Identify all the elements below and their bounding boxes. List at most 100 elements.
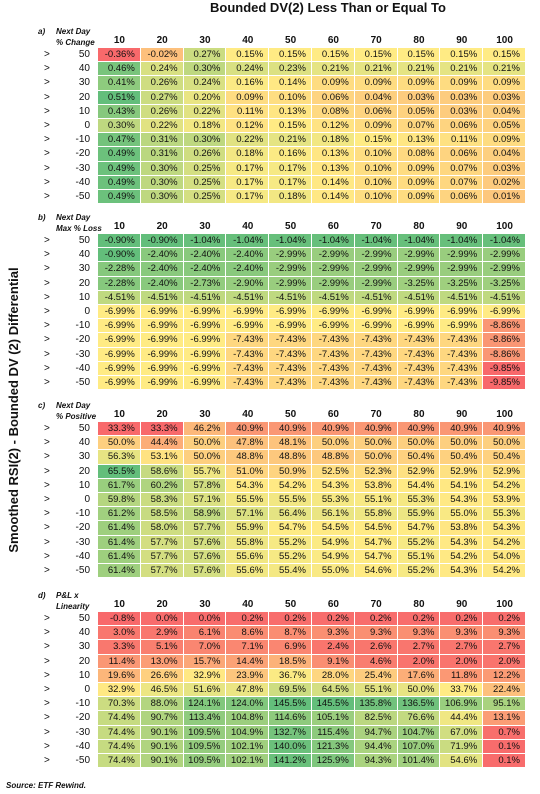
- table-cell: -7.43%: [354, 376, 398, 391]
- table-cell: 0.14%: [312, 190, 355, 205]
- column-header: 20: [156, 221, 168, 232]
- table-cell: -3.25%: [397, 276, 441, 291]
- table-cell: 0.09%: [397, 190, 441, 205]
- table-cell: -7.43%: [440, 376, 484, 391]
- column-header: 80: [413, 599, 425, 610]
- table-cell: 57.7%: [140, 549, 184, 564]
- table-cell: 94.7%: [354, 725, 398, 740]
- table-cell: 0.21%: [354, 62, 398, 77]
- table-cell: 65.5%: [98, 464, 141, 479]
- table-cell: 15.7%: [183, 654, 227, 669]
- table-cell: 0.46%: [98, 62, 141, 77]
- table-cell: 40.9%: [397, 422, 441, 437]
- table-title: Next Day: [56, 401, 91, 410]
- table-cell: 58.6%: [140, 464, 184, 479]
- table-cell: 2.9%: [140, 626, 184, 641]
- row-prefix: >: [44, 334, 50, 346]
- table-cell: -4.51%: [483, 290, 526, 305]
- table-cell: 0.03%: [440, 90, 484, 105]
- row-label: -40: [75, 740, 90, 752]
- table-cell: 0.06%: [440, 190, 484, 205]
- table-cell: 54.2%: [483, 535, 526, 550]
- table-cell: 0.03%: [483, 90, 526, 105]
- table-cell: -9.85%: [483, 361, 526, 376]
- row-label: 40: [78, 627, 90, 639]
- row-prefix: >: [44, 306, 50, 317]
- table-cell: 57.8%: [183, 478, 227, 493]
- table-cell: 8.7%: [269, 626, 312, 641]
- table-cell: 50.9%: [269, 464, 312, 479]
- table-cell: 0.03%: [440, 104, 484, 119]
- row-prefix: >: [44, 277, 50, 289]
- table-subtitle: % Positive: [56, 412, 97, 421]
- row-prefix: >: [44, 522, 50, 534]
- table-cell: 55.0%: [440, 507, 484, 522]
- table-cell: 0.1%: [483, 754, 526, 769]
- row-label: -30: [75, 726, 90, 738]
- table-cell: -7.43%: [397, 376, 441, 391]
- table-cell: 17.6%: [397, 668, 441, 683]
- table-cell: 0.15%: [397, 48, 441, 63]
- table-cell: 51.6%: [183, 683, 227, 698]
- table-cell: -7.43%: [312, 376, 355, 391]
- column-header: 10: [113, 409, 125, 420]
- table-cell: 90.1%: [140, 739, 184, 754]
- row-label: 0: [84, 494, 90, 505]
- table-cell: -7.43%: [312, 361, 355, 376]
- table-cell: 0.30%: [183, 62, 227, 77]
- column-header: 70: [370, 35, 382, 46]
- table-cell: 0.25%: [183, 161, 227, 176]
- table-cell: 59.8%: [98, 493, 141, 508]
- row-label: 50: [78, 423, 90, 434]
- row-label: 30: [78, 451, 90, 463]
- row-prefix: >: [44, 249, 50, 261]
- table-cell: 0.18%: [312, 133, 355, 148]
- table-letter: b): [38, 213, 46, 222]
- table-title: P&L x: [56, 591, 79, 600]
- table-cell: 105.1%: [312, 711, 355, 726]
- column-header: 60: [327, 221, 339, 232]
- row-label: -50: [75, 191, 90, 202]
- table-cell: 55.6%: [226, 564, 270, 579]
- row-label: 40: [78, 249, 90, 261]
- table-cell: -9.85%: [483, 376, 526, 391]
- table-cell: 58.0%: [140, 521, 184, 536]
- table-cell: -4.51%: [397, 290, 441, 305]
- table-cell: 0.15%: [312, 48, 355, 63]
- table-cell: 57.7%: [183, 521, 227, 536]
- column-header: 80: [413, 35, 425, 46]
- table-cell: 0.07%: [440, 161, 484, 176]
- row-prefix: >: [44, 451, 50, 463]
- table-subtitle: % Change: [56, 38, 95, 47]
- row-prefix: >: [44, 162, 50, 174]
- table-cell: 0.20%: [183, 90, 227, 105]
- table-cell: 55.1%: [354, 493, 398, 508]
- table-cell: 14.4%: [226, 654, 270, 669]
- table-cell: 55.2%: [397, 535, 441, 550]
- source: Source: ETF Rewind.: [6, 781, 87, 790]
- table-cell: 0.17%: [269, 161, 312, 176]
- table-cell: 0.15%: [226, 48, 270, 63]
- row-prefix: >: [44, 91, 50, 103]
- table-cell: -7.43%: [440, 333, 484, 348]
- row-prefix: >: [44, 755, 50, 766]
- table-cell: 50.0%: [397, 436, 441, 451]
- table-cell: -2.99%: [312, 248, 355, 263]
- table-cell: 50.4%: [440, 450, 484, 465]
- table-cell: 8.6%: [226, 626, 270, 641]
- table-cell: 0.24%: [140, 62, 184, 77]
- table-cell: -7.43%: [312, 347, 355, 362]
- table-cell: 0.10%: [354, 175, 398, 190]
- table-cell: -1.04%: [269, 234, 312, 249]
- table-cell: 50.0%: [440, 436, 484, 451]
- table-cell: 0.11%: [226, 104, 270, 119]
- row-prefix: >: [44, 698, 50, 710]
- table-cell: -2.99%: [483, 262, 526, 277]
- row-label: 30: [78, 263, 90, 275]
- table-cell: 54.2%: [483, 478, 526, 493]
- table-cell: 70.3%: [98, 697, 141, 712]
- row-prefix: >: [44, 148, 50, 160]
- row-prefix: >: [44, 465, 50, 477]
- table-cell: 0.21%: [312, 62, 355, 77]
